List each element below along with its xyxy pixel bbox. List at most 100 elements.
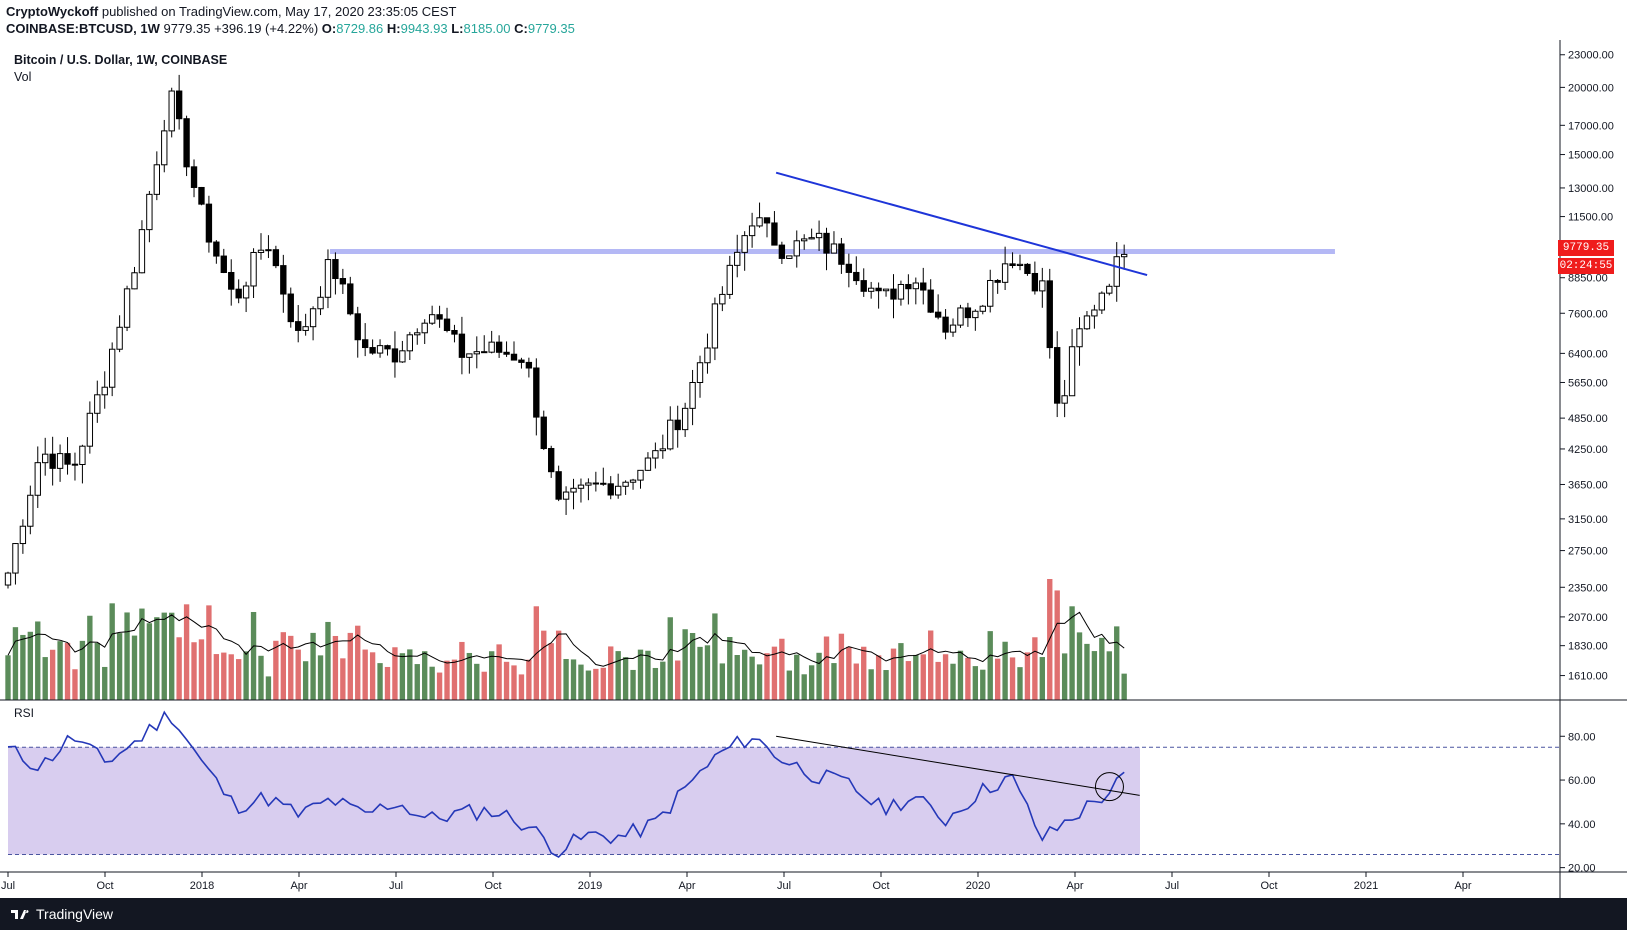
volume-bar (258, 655, 264, 700)
price-tick-label: 4250.00 (1568, 444, 1608, 456)
volume-bar (369, 652, 376, 700)
volume-bar (124, 612, 130, 700)
candle-body (793, 240, 800, 257)
candle-body (592, 482, 600, 485)
candle-body (1031, 272, 1039, 292)
volume-bar (957, 650, 964, 700)
candle-body (161, 130, 168, 166)
candle-body (726, 264, 733, 295)
candle-body (361, 339, 369, 349)
candle-body (629, 479, 637, 483)
candle-body (994, 279, 1001, 283)
volume-bar (503, 661, 510, 700)
footer-brand[interactable]: TradingView (36, 906, 114, 922)
volume-bar (1032, 637, 1038, 700)
volume-bar (49, 649, 56, 700)
volume-bars (5, 578, 1127, 700)
time-tick-label: Apr (1454, 880, 1471, 892)
candle-body (287, 293, 294, 323)
volume-bar (94, 642, 100, 700)
candle-body (332, 259, 339, 280)
rsi-breakout-circle (1094, 772, 1124, 802)
volume-bar (675, 660, 681, 700)
close-value: 9779.35 (527, 21, 575, 36)
volume-bar (310, 632, 316, 700)
volume-bar (12, 627, 19, 700)
volume-bar (511, 665, 517, 700)
time-tick-label: Oct (1260, 880, 1277, 892)
price-tick-label: 8850.00 (1568, 273, 1608, 285)
candle-body (116, 326, 123, 350)
candle-body (414, 332, 421, 336)
candle-body (808, 237, 815, 240)
candle-body (1016, 263, 1024, 266)
volume-bar (578, 664, 584, 700)
volume-bar (243, 651, 249, 700)
candle-body (674, 419, 681, 431)
volume-bar (1039, 657, 1045, 700)
volume-bar (942, 654, 949, 700)
candle-body (741, 235, 748, 253)
candle-body (1091, 309, 1098, 317)
volume-bar (1017, 667, 1023, 700)
candle-body (347, 283, 354, 315)
volume-bar (459, 641, 465, 700)
volume-bar (1106, 651, 1112, 700)
price-tick-label: 11500.00 (1568, 212, 1613, 224)
candle-body (235, 288, 242, 299)
volume-bar (928, 630, 934, 700)
volume-bar (481, 671, 487, 700)
open-value: 8729.86 (336, 21, 384, 36)
candle-body (875, 287, 882, 292)
volume-bar (816, 652, 822, 700)
volume-bar (1114, 626, 1120, 700)
candle-body (1061, 395, 1068, 404)
author-name[interactable]: CryptoWyckoff (6, 4, 99, 19)
volume-bar (972, 666, 979, 700)
candle-body (815, 232, 823, 239)
candle-body (1113, 256, 1120, 287)
time-tick-label: Jul (1165, 880, 1179, 892)
candle-body (376, 345, 384, 354)
volume-bar (630, 669, 636, 700)
volume-bar (1061, 653, 1068, 700)
price-tick-label: 6400.00 (1568, 348, 1608, 360)
candle-body (525, 361, 533, 369)
candle-body (867, 287, 875, 292)
volume-bar (541, 630, 547, 700)
candle-body (295, 321, 302, 331)
candle-body (71, 463, 79, 466)
time-tick-label: Oct (96, 880, 113, 892)
volume-bar (890, 648, 897, 700)
candle-body (481, 351, 488, 354)
countdown-tag: 02:24:55 (1558, 258, 1614, 274)
volume-bar (794, 654, 800, 700)
price-tick-label: 2750.00 (1568, 546, 1608, 558)
volume-bar (875, 655, 882, 700)
volume-bar (146, 623, 153, 700)
volume-bar (221, 652, 227, 700)
candle-body (1024, 263, 1031, 274)
candle-body (533, 367, 540, 418)
candle-body (101, 386, 108, 396)
volume-bar (608, 646, 614, 700)
low-label: L: (451, 21, 464, 36)
time-tick-label: Oct (484, 880, 501, 892)
volume-bar (1091, 651, 1098, 700)
volume-bar (444, 660, 450, 700)
candle-body (510, 353, 518, 361)
candle-body (540, 416, 547, 450)
volume-bar (570, 659, 577, 700)
candle-body (912, 282, 919, 290)
volume-bar (72, 669, 78, 700)
volume-bar (213, 654, 220, 700)
volume-bar (518, 674, 525, 700)
candle-body (927, 289, 934, 313)
volume-bar (191, 642, 197, 700)
volume-bar (689, 632, 696, 700)
candle-body (830, 243, 838, 254)
candle-body (964, 307, 972, 319)
candle-body (488, 341, 495, 353)
volume-bar (1054, 590, 1060, 700)
volume-bar (779, 638, 785, 700)
